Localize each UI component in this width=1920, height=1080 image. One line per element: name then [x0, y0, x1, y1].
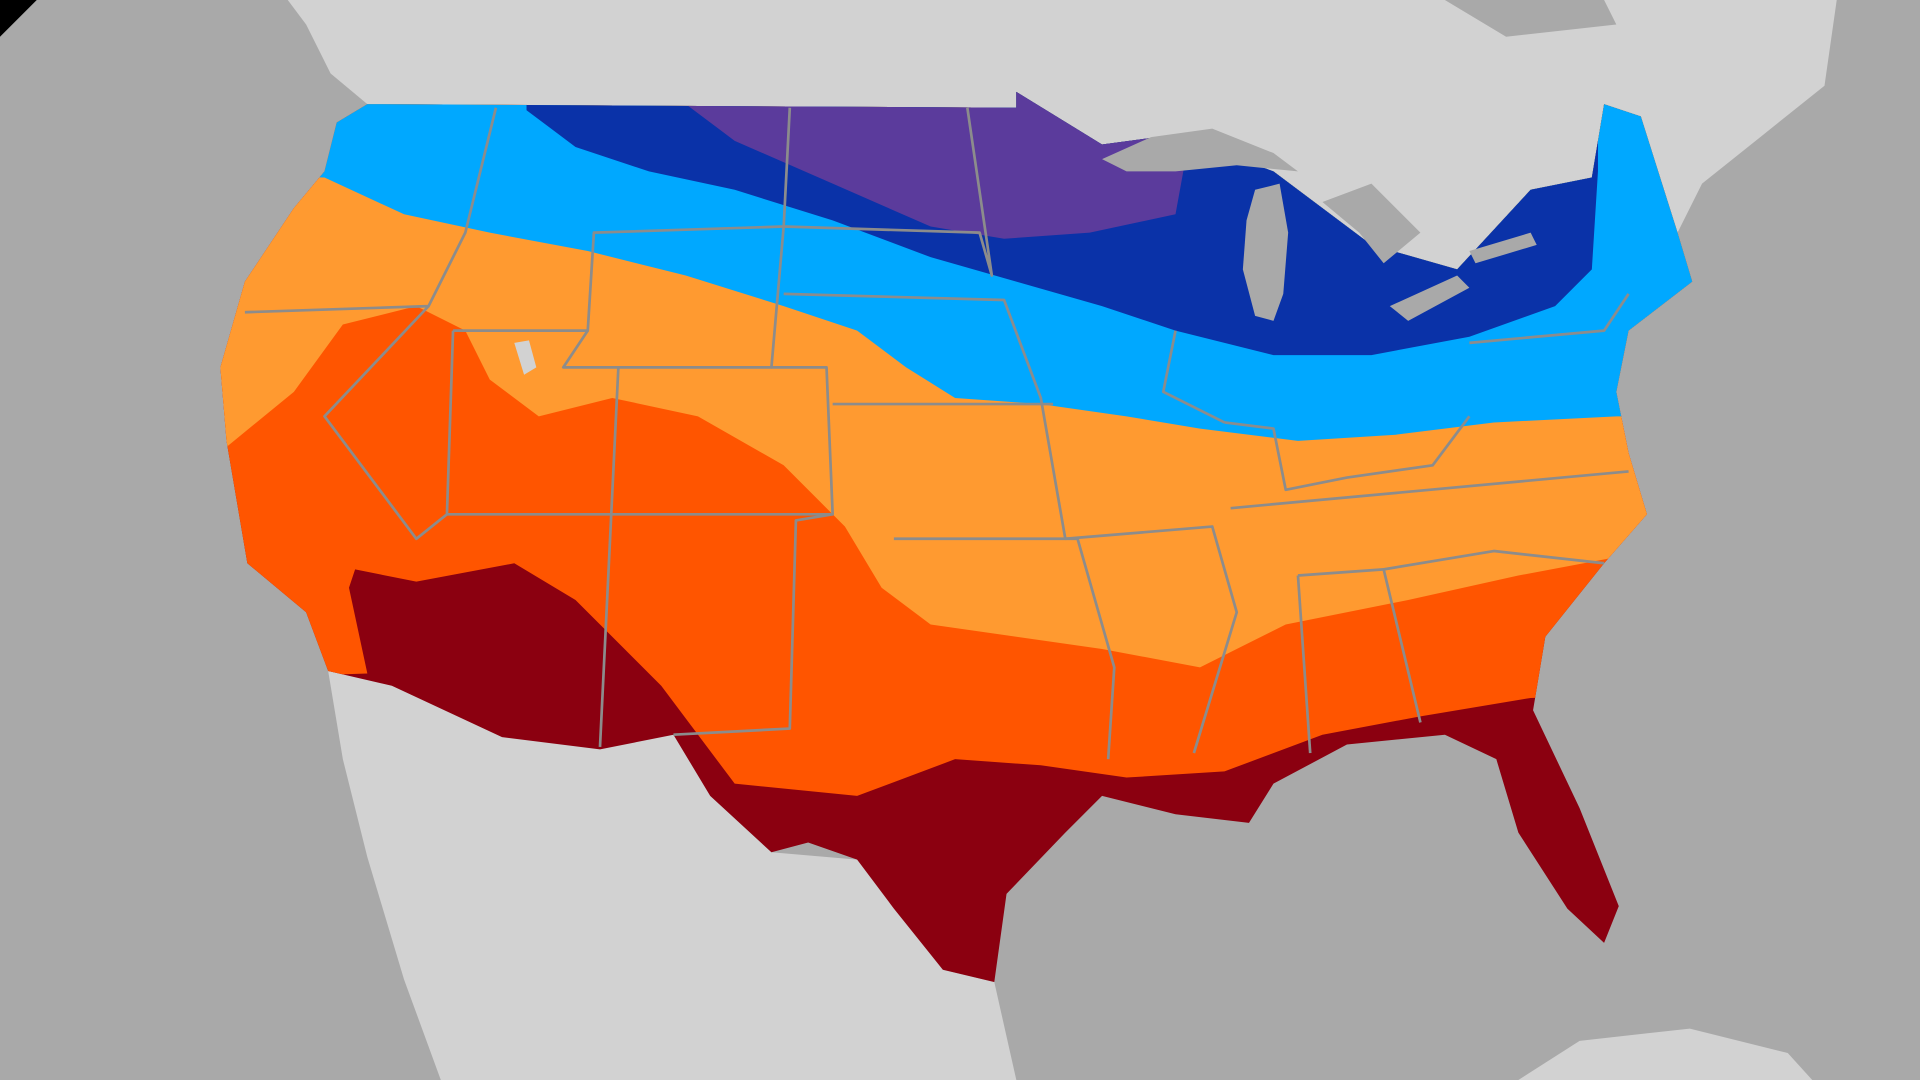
lake-ontario: [1469, 232, 1537, 264]
state-borders: [244, 107, 1630, 760]
mexico: [328, 671, 1017, 1080]
canada: [287, 0, 1837, 270]
lake-superior: [1102, 128, 1298, 172]
corner: [0, 0, 37, 37]
lake-erie: [1389, 275, 1470, 321]
lake-huron: [1322, 183, 1421, 264]
band-purple: [685, 91, 1200, 239]
cuba: [1518, 1028, 1813, 1080]
lake-michigan: [1242, 183, 1289, 321]
great-salt-lake: [514, 340, 537, 375]
